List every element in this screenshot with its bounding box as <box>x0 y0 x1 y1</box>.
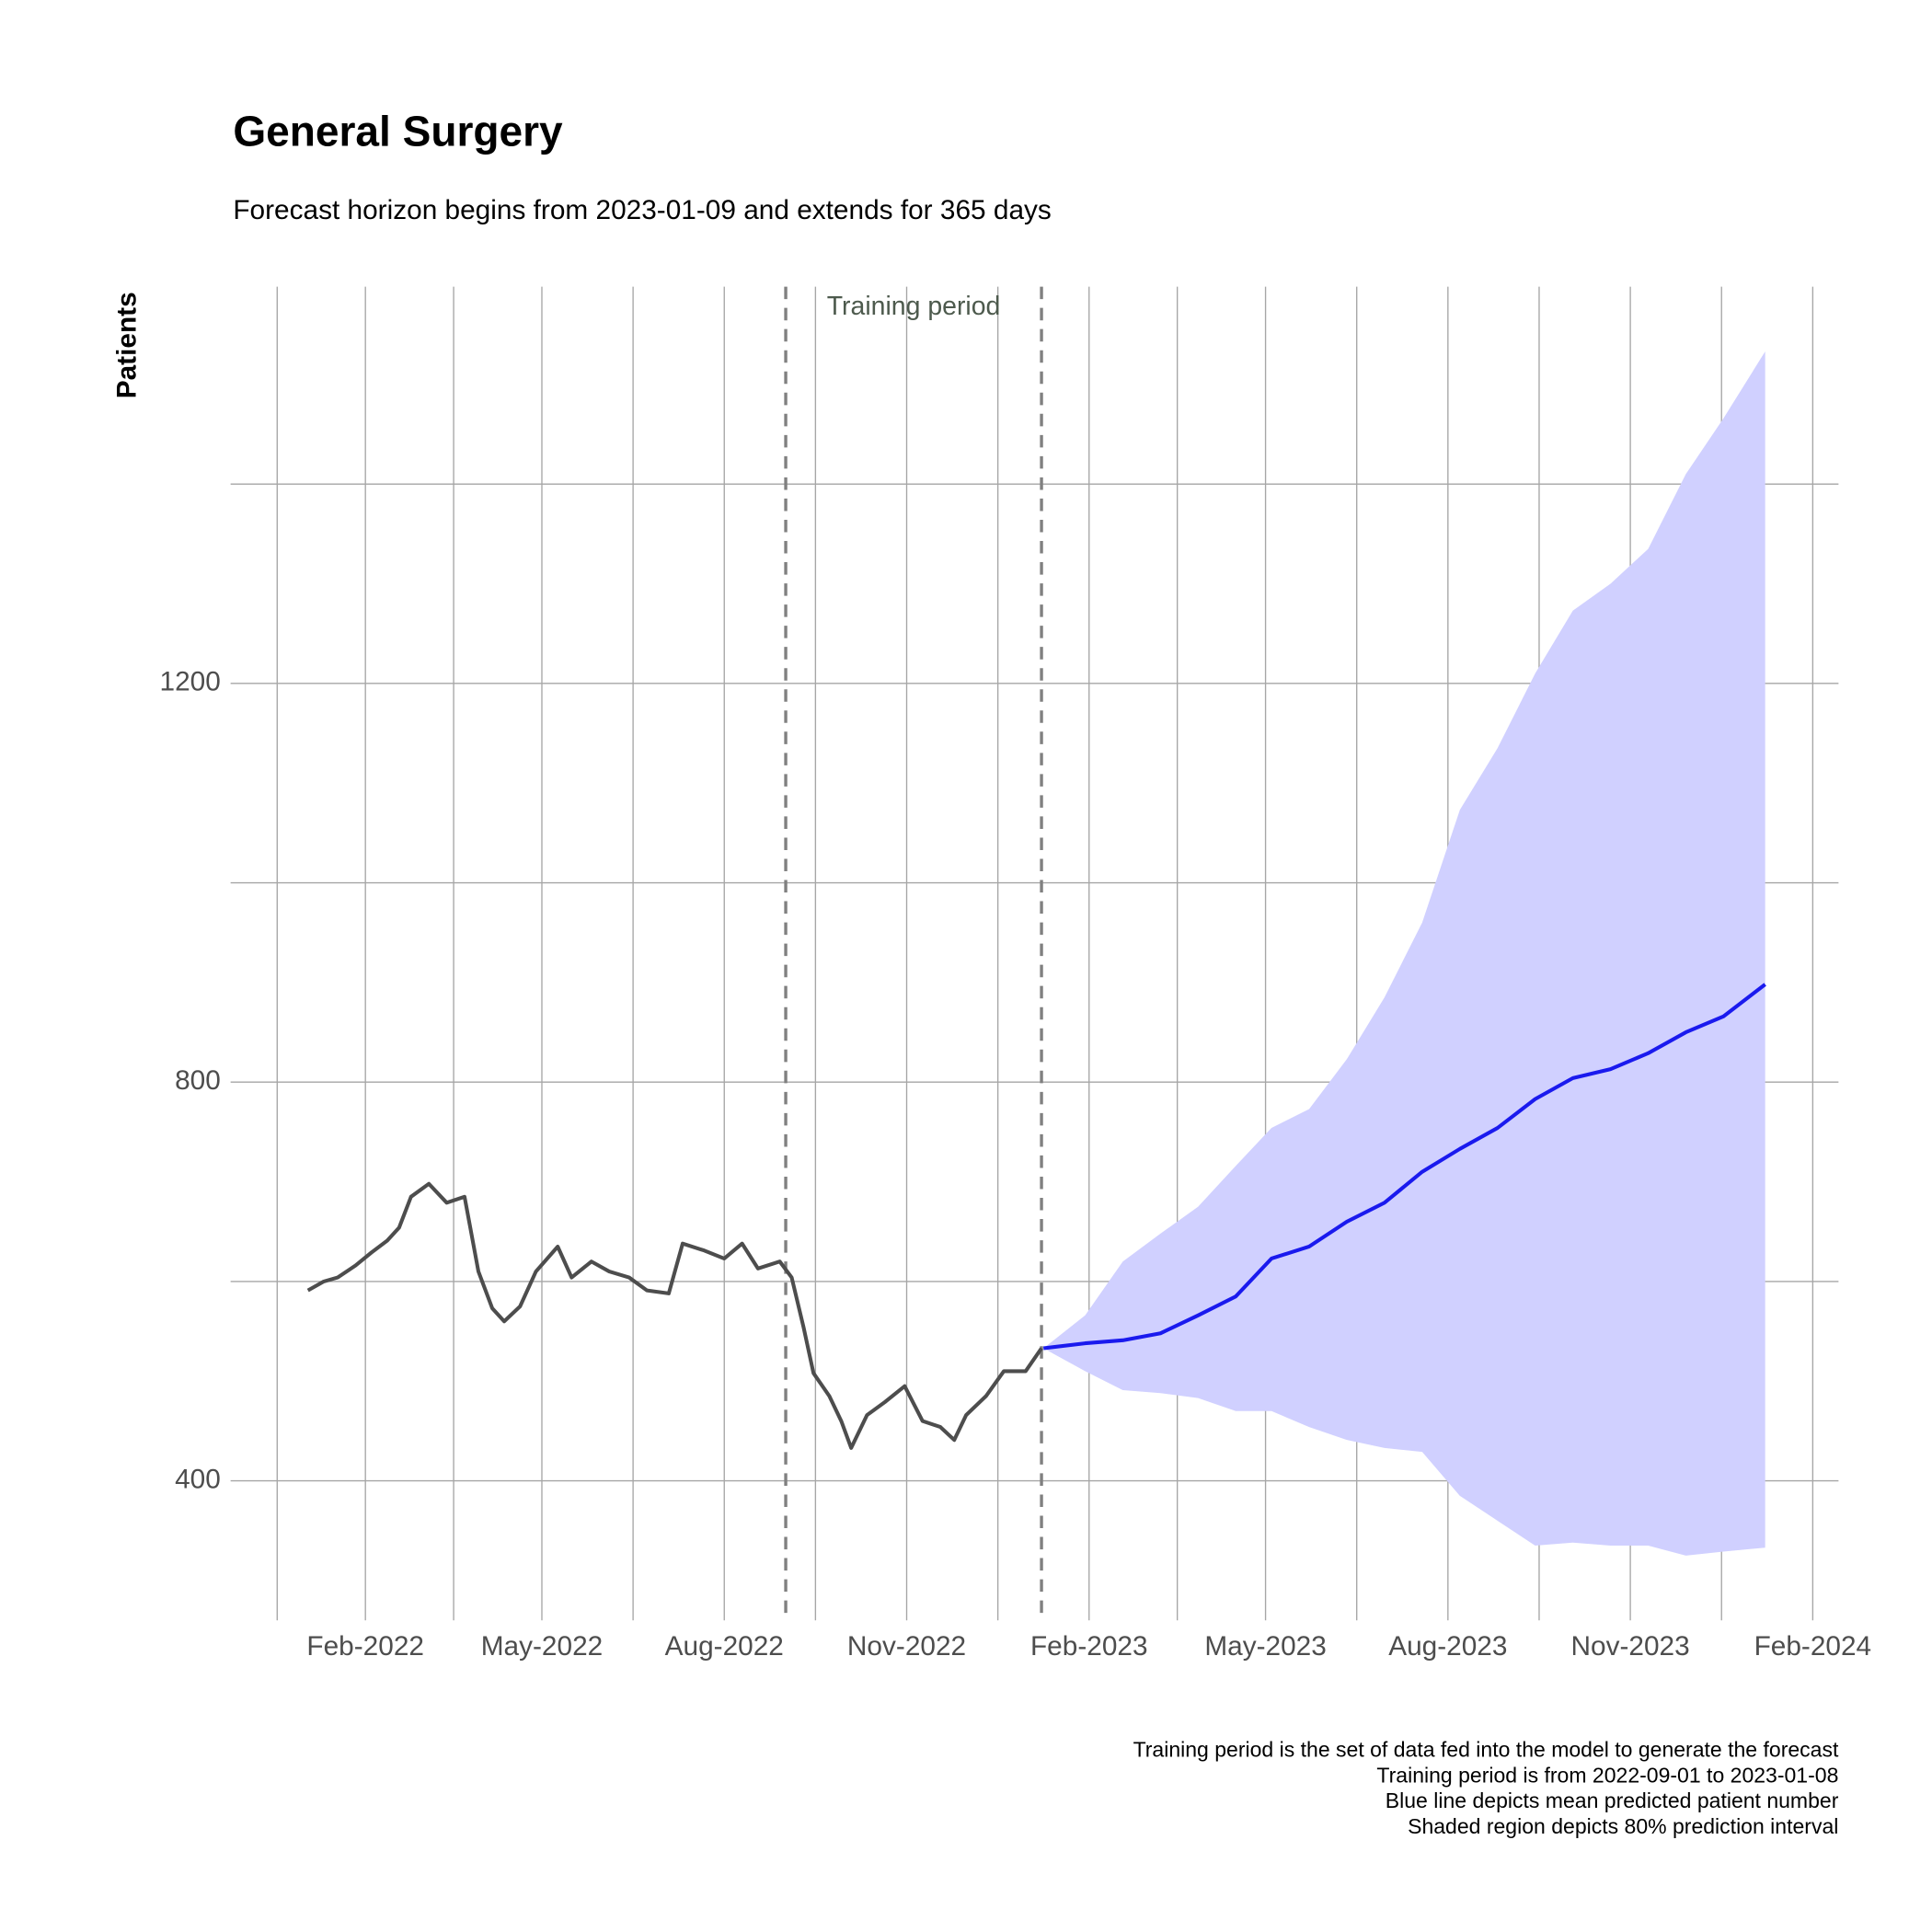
series-line <box>1042 983 1766 1351</box>
caption: Training period is the set of data fed i… <box>1133 1738 1839 1762</box>
y-tick-label: 800 <box>175 1065 221 1096</box>
x-tick-label: Nov-2022 <box>847 1631 966 1662</box>
chart-subtitle: Forecast horizon begins from 2023-01-09 … <box>233 195 1051 225</box>
series-line <box>306 1181 1043 1450</box>
x-tick-label: Aug-2023 <box>1388 1631 1507 1662</box>
y-tick-label: 400 <box>175 1464 221 1494</box>
y-axis-label: Patients <box>111 292 142 398</box>
x-tick-label: May-2023 <box>1204 1631 1327 1662</box>
x-tick-label: Aug-2022 <box>665 1631 784 1662</box>
x-tick-label: Feb-2022 <box>306 1631 424 1662</box>
caption: Blue line depicts mean predicted patient… <box>1386 1788 1839 1812</box>
caption: Shaded region depicts 80% prediction int… <box>1408 1814 1838 1838</box>
prediction-interval <box>1043 351 1765 1556</box>
x-tick-label: Nov-2023 <box>1571 1631 1690 1662</box>
chart-title: General Surgery <box>233 107 563 155</box>
x-tick-label: May-2022 <box>481 1631 604 1662</box>
x-tick-label: Feb-2023 <box>1030 1631 1148 1662</box>
x-tick-label: Feb-2024 <box>1754 1631 1872 1662</box>
y-tick-label: 1200 <box>160 667 221 697</box>
caption: Training period is from 2022-09-01 to 20… <box>1376 1763 1838 1787</box>
annotation: Training period <box>827 292 1001 321</box>
